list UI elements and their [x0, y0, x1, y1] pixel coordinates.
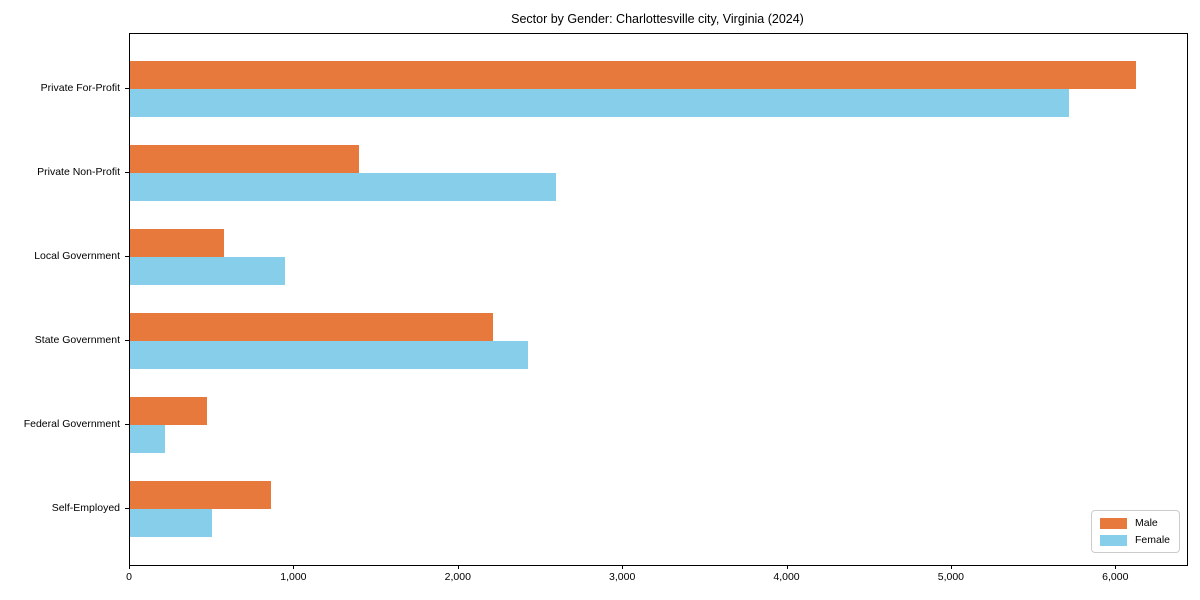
legend-item-female: Female: [1099, 534, 1170, 546]
legend-item-male: Male: [1099, 517, 1170, 529]
bar-male-state-government: [130, 313, 494, 341]
y-tick-mark: [125, 88, 129, 89]
y-axis-label-federal-government: Federal Government: [23, 418, 120, 430]
x-tick-mark: [786, 565, 788, 569]
y-tick-mark: [125, 424, 129, 425]
chart-title: Sector by Gender: Charlottesville city, …: [511, 12, 804, 26]
y-axis-label-local-government: Local Government: [34, 250, 120, 262]
x-tick-mark: [457, 565, 459, 569]
x-tick-mark: [950, 565, 952, 569]
x-tick-label-4-000: 4,000: [773, 571, 800, 583]
bar-male-private-non-profit: [130, 145, 359, 173]
bar-female-private-for-profit: [130, 89, 1069, 117]
bar-male-private-for-profit: [130, 61, 1136, 89]
x-tick-label-6-000: 6,000: [1102, 571, 1129, 583]
legend-swatch-female: [1099, 534, 1127, 546]
bar-female-federal-government: [130, 425, 165, 453]
y-tick-mark: [125, 256, 129, 257]
x-tick-label-1-000: 1,000: [280, 571, 307, 583]
x-tick-mark: [293, 565, 295, 569]
y-tick-mark: [125, 172, 129, 173]
bar-male-self-employed: [130, 481, 272, 509]
bar-female-self-employed: [130, 509, 213, 537]
y-tick-mark: [125, 340, 129, 341]
bar-female-state-government: [130, 341, 528, 369]
legend: Male Female: [1090, 510, 1180, 553]
x-tick-label-2-000: 2,000: [444, 571, 471, 583]
y-axis-label-private-for-profit: Private For-Profit: [40, 82, 120, 94]
y-axis-label-state-government: State Government: [34, 334, 120, 346]
bar-female-local-government: [130, 257, 285, 285]
bar-male-local-government: [130, 229, 224, 257]
legend-label-female: Female: [1134, 534, 1170, 546]
plot-area: Male Female: [129, 33, 1188, 566]
legend-label-male: Male: [1134, 517, 1158, 529]
x-tick-mark: [622, 565, 624, 569]
x-tick-mark: [129, 565, 130, 569]
bar-male-federal-government: [130, 397, 208, 425]
y-tick-mark: [125, 508, 129, 509]
x-tick-mark: [1115, 565, 1117, 569]
x-tick-label-0: 0: [126, 571, 132, 583]
x-tick-label-5-000: 5,000: [937, 571, 965, 583]
bar-female-private-non-profit: [130, 173, 556, 201]
legend-swatch-male: [1099, 517, 1127, 529]
x-tick-label-3-000: 3,000: [609, 571, 636, 583]
y-axis-label-private-non-profit: Private Non-Profit: [37, 166, 120, 178]
y-axis-label-self-employed: Self-Employed: [51, 502, 120, 514]
